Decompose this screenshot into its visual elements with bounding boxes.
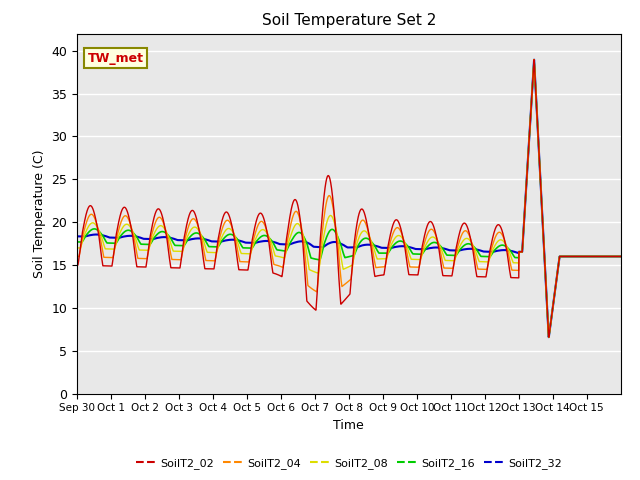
SoilT2_02 — [545, 334, 553, 340]
SoilT2_02 — [499, 230, 507, 236]
SoilT2_32 — [617, 253, 625, 259]
SoilT2_08 — [499, 238, 507, 243]
SoilT2_02 — [73, 262, 81, 268]
SoilT2_08 — [545, 334, 553, 340]
SoilT2_32 — [530, 57, 538, 62]
SoilT2_04 — [166, 250, 174, 256]
SoilT2_32 — [475, 247, 483, 253]
SoilT2_08 — [491, 243, 499, 249]
SoilT2_32 — [73, 233, 81, 239]
SoilT2_16 — [475, 251, 483, 256]
SoilT2_04 — [425, 228, 433, 234]
SoilT2_04 — [499, 233, 507, 239]
Line: SoilT2_02: SoilT2_02 — [77, 60, 621, 337]
SoilT2_04 — [475, 266, 483, 272]
SoilT2_16 — [617, 253, 625, 259]
SoilT2_04 — [530, 57, 538, 62]
X-axis label: Time: Time — [333, 419, 364, 432]
SoilT2_08 — [436, 242, 444, 248]
SoilT2_08 — [530, 57, 538, 62]
SoilT2_08 — [73, 245, 81, 251]
SoilT2_08 — [475, 258, 483, 264]
SoilT2_02 — [425, 220, 433, 226]
SoilT2_32 — [491, 249, 499, 254]
SoilT2_04 — [436, 245, 444, 251]
SoilT2_02 — [530, 57, 538, 62]
SoilT2_32 — [166, 235, 174, 241]
SoilT2_16 — [425, 242, 433, 248]
SoilT2_04 — [73, 253, 81, 259]
SoilT2_32 — [436, 245, 444, 251]
SoilT2_32 — [499, 247, 507, 253]
SoilT2_16 — [530, 57, 538, 62]
SoilT2_16 — [73, 239, 81, 245]
Title: Soil Temperature Set 2: Soil Temperature Set 2 — [262, 13, 436, 28]
SoilT2_16 — [491, 247, 499, 253]
SoilT2_04 — [617, 253, 625, 259]
Line: SoilT2_08: SoilT2_08 — [77, 60, 621, 337]
Line: SoilT2_04: SoilT2_04 — [77, 60, 621, 337]
Legend: SoilT2_02, SoilT2_04, SoilT2_08, SoilT2_16, SoilT2_32: SoilT2_02, SoilT2_04, SoilT2_08, SoilT2_… — [131, 453, 566, 473]
SoilT2_16 — [545, 334, 553, 340]
SoilT2_04 — [491, 236, 499, 241]
SoilT2_04 — [545, 334, 553, 340]
SoilT2_08 — [617, 253, 625, 259]
SoilT2_08 — [166, 240, 174, 246]
Line: SoilT2_32: SoilT2_32 — [77, 60, 621, 337]
SoilT2_02 — [491, 228, 499, 233]
SoilT2_02 — [166, 263, 174, 268]
SoilT2_08 — [425, 237, 433, 243]
Text: TW_met: TW_met — [88, 51, 144, 65]
SoilT2_16 — [166, 235, 174, 241]
Line: SoilT2_16: SoilT2_16 — [77, 60, 621, 337]
SoilT2_16 — [499, 242, 507, 248]
SoilT2_02 — [617, 253, 625, 259]
Y-axis label: Soil Temperature (C): Soil Temperature (C) — [33, 149, 45, 278]
SoilT2_16 — [436, 242, 444, 248]
SoilT2_32 — [425, 245, 433, 251]
SoilT2_02 — [436, 251, 444, 256]
SoilT2_02 — [475, 274, 483, 279]
SoilT2_32 — [545, 334, 553, 340]
